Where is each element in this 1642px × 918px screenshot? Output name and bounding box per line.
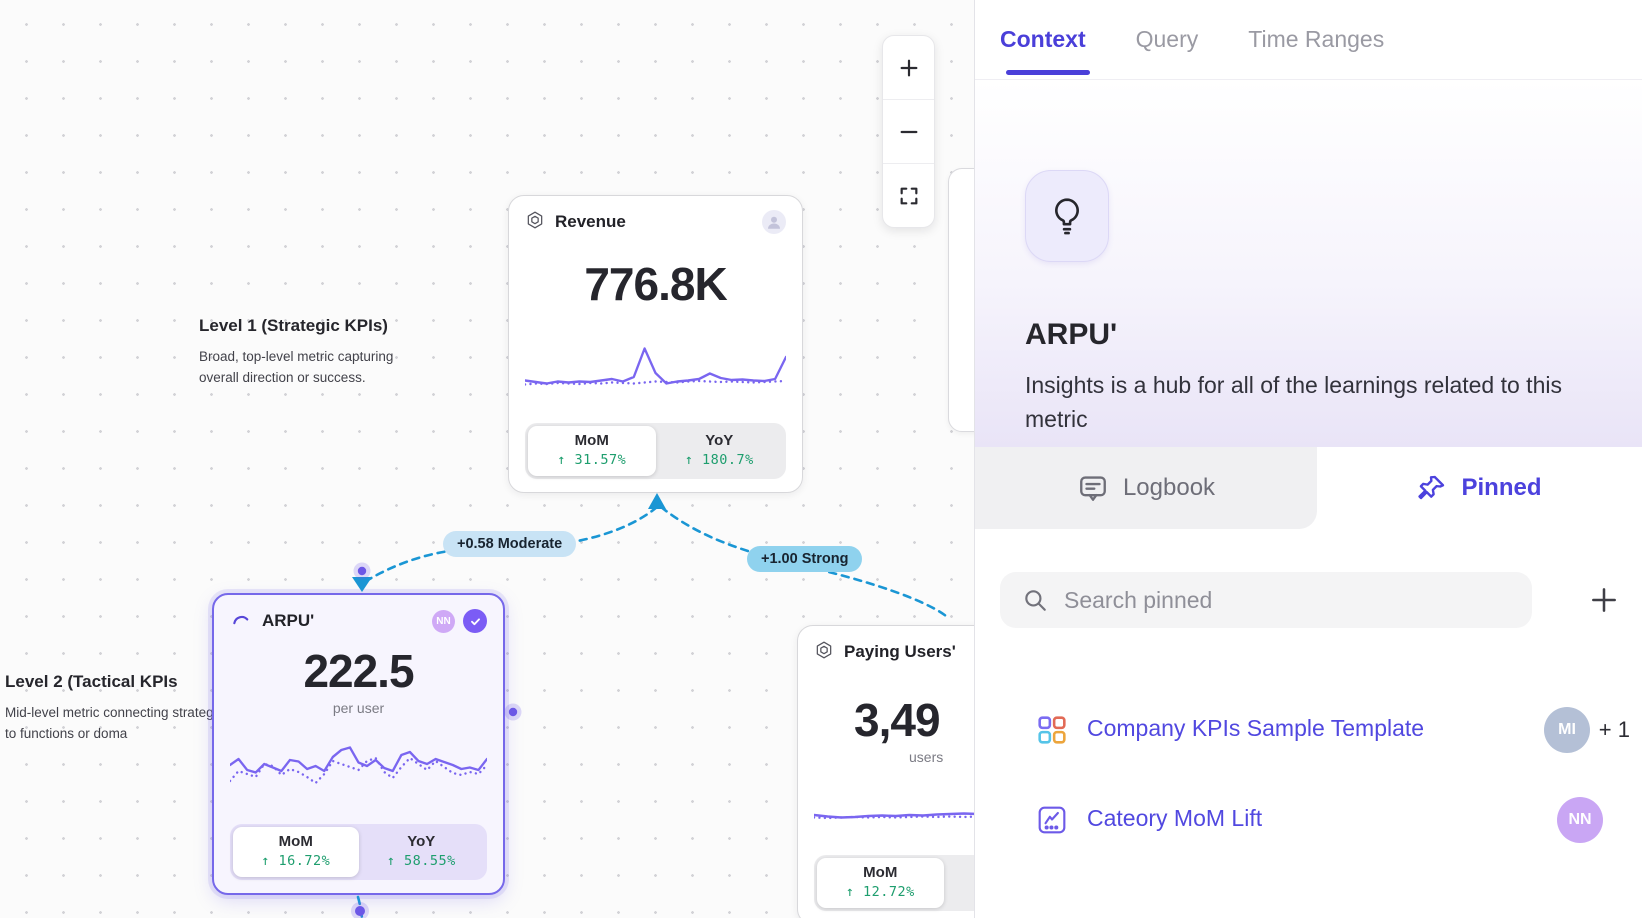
search-pinned-input[interactable]: Search pinned <box>1000 572 1532 628</box>
tab-query[interactable]: Query <box>1135 26 1199 52</box>
logbook-icon <box>1080 476 1106 501</box>
metric-card-paying-users[interactable]: Paying Users' 3,49 users MoM ↑ 12.72% <box>797 625 974 918</box>
plus-icon <box>900 59 917 76</box>
metric-unit: users <box>909 749 944 765</box>
subtab-logbook[interactable]: Logbook <box>975 447 1317 529</box>
metric-value: 222.5 <box>303 645 414 697</box>
correlation-label-strong[interactable]: +1.00 Strong <box>747 546 863 572</box>
tab-mom[interactable]: MoM ↑ 12.72% <box>817 858 944 908</box>
tab-mom[interactable]: MoM ↑ 16.72% <box>233 827 359 877</box>
metric-card-arpu[interactable]: ARPU' NN 222.5 per user MoM ↑ 16.72% YoY… <box>212 593 505 895</box>
extra-collaborators-count: + 1 <box>1598 717 1630 742</box>
details-sidebar: Context Query Time Ranges ARPU' Insights… <box>974 0 1642 918</box>
zoom-out-button[interactable] <box>883 99 934 163</box>
metric-value: 3,49 <box>854 694 941 746</box>
hexagon-metric-icon <box>525 210 545 235</box>
fullscreen-icon <box>900 187 917 204</box>
canvas-zoom-toolbar <box>882 35 935 228</box>
mom-delta: ↑ 16.72% <box>261 853 331 869</box>
owner-avatar-icon <box>762 210 786 234</box>
context-subtabs: Logbook Pinned <box>975 447 1642 529</box>
level-2-title: Level 2 (Tactical KPIs <box>5 672 178 691</box>
metric-context-hero: ARPU' Insights is a hub for all of the l… <box>975 80 1642 447</box>
card-title: Revenue <box>555 212 626 231</box>
sparkline-chart <box>814 812 974 820</box>
yoy-delta: ↑ 180.7% <box>684 452 754 468</box>
collaborator-badge: NN <box>432 609 455 633</box>
verified-check-icon <box>463 609 487 633</box>
chart-line-icon <box>1037 805 1067 840</box>
arrowhead-into-revenue <box>648 493 666 509</box>
search-icon <box>1025 590 1046 611</box>
tab-hidden[interactable] <box>944 858 975 908</box>
add-pinned-button[interactable] <box>1584 580 1624 620</box>
period-tabs: MoM ↑ 16.72% YoY ↑ 58.55% <box>230 824 487 880</box>
hexagon-metric-icon <box>814 640 834 665</box>
lightbulb-icon <box>1055 198 1079 235</box>
metric-tree-canvas[interactable]: Level 1 (Strategic KPIs) Broad, top-leve… <box>0 0 974 918</box>
level-2-label: Level 2 (Tactical KPIs Mid-level metric … <box>5 672 230 744</box>
period-tabs: MoM ↑ 12.72% <box>814 855 974 911</box>
tab-time-ranges[interactable]: Time Ranges <box>1248 26 1385 52</box>
pinned-item-label: Cateory MoM Lift <box>1087 805 1263 831</box>
fit-view-button[interactable] <box>883 163 934 227</box>
metric-card-revenue[interactable]: Revenue 776.8K MoM ↑ 31.57% YoY ↑ 180.7% <box>508 195 803 493</box>
mom-delta: ↑ 31.57% <box>557 452 627 468</box>
level-1-label: Level 1 (Strategic KPIs) Broad, top-leve… <box>199 316 434 388</box>
level-2-description: Mid-level metric connecting strategy to … <box>5 705 221 741</box>
avatar: NN <box>1557 797 1603 843</box>
card-title: ARPU' <box>262 611 315 630</box>
pinned-item-company-kpis[interactable]: Company KPIs Sample Template MI + 1 <box>975 700 1642 760</box>
active-tab-underline <box>1006 70 1090 75</box>
metric-description: Insights is a hub for all of the learnin… <box>1025 372 1562 432</box>
correlation-label-moderate[interactable]: +0.58 Moderate <box>443 531 577 557</box>
arrowhead-into-arpu <box>352 577 372 592</box>
clipped-metric-card[interactable] <box>948 168 974 432</box>
tab-yoy[interactable]: YoY ↑ 58.55% <box>359 827 485 877</box>
pushpin-icon <box>1418 475 1445 500</box>
minus-icon <box>900 130 917 133</box>
pinned-item-cateory-mom-lift[interactable]: Cateory MoM Lift NN <box>975 790 1642 850</box>
insight-tile <box>1025 170 1109 262</box>
sidebar-tab-bar: Context Query Time Ranges <box>975 0 1642 80</box>
avatar: MI <box>1544 707 1590 753</box>
period-tabs: MoM ↑ 31.57% YoY ↑ 180.7% <box>525 423 786 479</box>
subtab-pinned[interactable]: Pinned <box>1317 447 1642 529</box>
zoom-in-button[interactable] <box>883 36 934 99</box>
arc-metric-icon <box>230 609 252 634</box>
level-1-description: Broad, top-level metric capturing overal… <box>199 349 394 385</box>
template-grid-icon <box>1037 715 1067 750</box>
sparkline-chart <box>525 347 786 386</box>
metric-value: 776.8K <box>584 258 727 310</box>
tab-context[interactable]: Context <box>1000 26 1086 52</box>
sparkline-chart <box>230 746 487 785</box>
plus-icon <box>1592 588 1616 612</box>
metric-unit: per user <box>332 700 385 716</box>
level-1-title: Level 1 (Strategic KPIs) <box>199 316 388 335</box>
search-placeholder: Search pinned <box>1064 586 1213 613</box>
yoy-delta: ↑ 58.55% <box>386 853 456 869</box>
metric-name-heading: ARPU' <box>1025 318 1118 351</box>
mom-delta: ↑ 12.72% <box>845 884 915 900</box>
tab-mom[interactable]: MoM ↑ 31.57% <box>528 426 656 476</box>
pinned-item-label: Company KPIs Sample Template <box>1087 715 1425 741</box>
card-title: Paying Users' <box>844 642 956 661</box>
tab-yoy[interactable]: YoY ↑ 180.7% <box>656 426 784 476</box>
